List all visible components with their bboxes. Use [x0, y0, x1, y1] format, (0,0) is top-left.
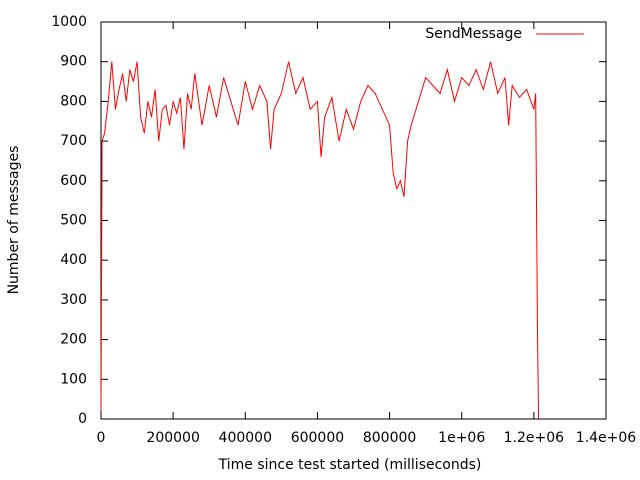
- x-tick-label: 800000: [363, 430, 416, 446]
- y-tick-label: 100: [60, 371, 87, 387]
- y-tick-label: 0: [78, 411, 87, 427]
- legend-label: SendMessage: [425, 26, 522, 42]
- x-axis-label: Time since test started (milliseconds): [218, 457, 482, 473]
- x-tick-label: 1e+06: [438, 430, 485, 446]
- x-tick-label: 600000: [291, 430, 344, 446]
- data-line: [100, 61, 540, 420]
- y-axis-label: Number of messages: [6, 146, 22, 295]
- y-tick-label: 500: [60, 213, 87, 229]
- x-tick-label: 1.4e+06: [576, 430, 637, 446]
- plot-border: [100, 21, 607, 420]
- y-tick-label: 1000: [51, 14, 87, 30]
- y-tick-label: 900: [60, 54, 87, 70]
- y-tick-label: 200: [60, 332, 87, 348]
- y-tick-label: 300: [60, 292, 87, 308]
- y-tick-label: 700: [60, 133, 87, 149]
- x-tick-label: 200000: [146, 430, 199, 446]
- x-tick-label: 0: [97, 430, 106, 446]
- x-tick-label: 1.2e+06: [504, 430, 565, 446]
- x-tick-label: 400000: [219, 430, 272, 446]
- y-tick-label: 600: [60, 173, 87, 189]
- y-tick-label: 400: [60, 252, 87, 268]
- y-tick-label: 800: [60, 93, 87, 109]
